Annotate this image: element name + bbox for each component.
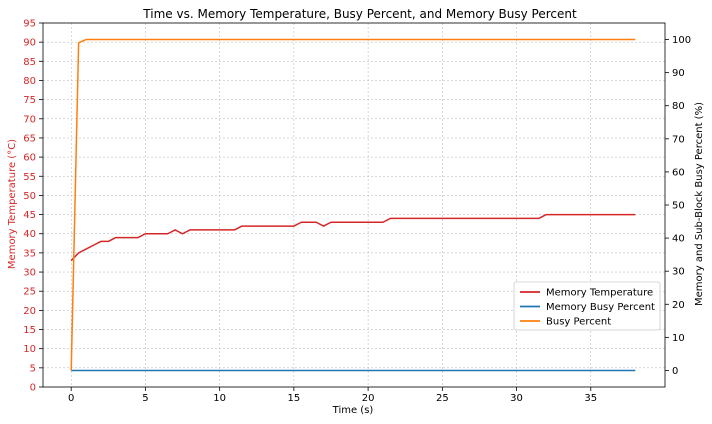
x-tick-label: 25 (436, 393, 449, 404)
legend-label-busy-percent: Busy Percent (546, 317, 611, 328)
y-left-tick-label: 60 (23, 153, 36, 164)
legend: Memory Temperature Memory Busy Percent Bus… (513, 281, 661, 331)
x-tick-label: 5 (142, 393, 148, 404)
series-line-busy-percent (70, 38, 636, 371)
y-left-tick-label: 0 (30, 383, 36, 394)
y-left-tick-label: 85 (23, 57, 36, 68)
y-left-tick-label: 35 (23, 248, 36, 259)
series-line-memory-temperature (70, 213, 636, 262)
y-left-tick-label: 55 (23, 172, 36, 183)
y-right-tick-label: 60 (672, 167, 685, 178)
x-tick-label: 35 (584, 393, 597, 404)
x-tick-label: 30 (510, 393, 523, 404)
x-tick-label: 15 (288, 393, 301, 404)
y-left-tick-label: 65 (23, 133, 36, 144)
x-tick-label: 0 (68, 393, 74, 404)
series-layer (70, 38, 636, 372)
y-right-tick-label: 40 (672, 234, 685, 245)
y-left-tick-label: 80 (23, 76, 36, 87)
y-right-tick-label: 70 (672, 134, 685, 145)
y-left-tick-label: 20 (23, 306, 36, 317)
y-right-tick-label: 20 (672, 300, 685, 311)
y-right-tick-label: 0 (672, 366, 678, 377)
y-right-tick-label: 80 (672, 101, 685, 112)
y-right-tick-label: 100 (672, 35, 691, 46)
chart-title: Time vs. Memory Temperature, Busy Percen… (142, 7, 577, 21)
y-left-tick-label: 45 (23, 210, 36, 221)
grid (43, 22, 665, 388)
x-tick-label: 20 (362, 393, 375, 404)
y-left-tick-label: 5 (30, 363, 36, 374)
y-left-tick-label: 50 (23, 191, 36, 202)
legend-label-memory-busy-percent: Memory Busy Percent (546, 302, 655, 313)
y-left-tick-label: 10 (23, 344, 36, 355)
y-right-tick-label: 90 (672, 68, 685, 79)
x-axis-label: Time (s) (332, 405, 374, 416)
y-left-tick-label: 15 (23, 325, 36, 336)
y-left-axis-label: Memory Temperature (°C) (7, 139, 18, 269)
x-tick-label: 10 (213, 393, 226, 404)
legend-box (513, 281, 661, 331)
y-left-tick-label: 30 (23, 268, 36, 279)
y-right-tick-label: 50 (672, 201, 685, 212)
y-left-tick-label: 95 (23, 19, 36, 30)
y-left-tick-label: 75 (23, 95, 36, 106)
y-right-axis-ticks: 0 10 20 30 40 50 60 70 80 90 100 (665, 35, 691, 377)
y-right-axis-label: Memory and Sub-Block Busy Percent (%) (694, 102, 705, 306)
y-left-tick-label: 90 (23, 38, 36, 49)
y-left-tick-label: 40 (23, 229, 36, 240)
y-left-axis-ticks: 0 5 10 15 20 25 30 35 40 45 50 55 60 65 70 75 80 85 90 95 (23, 19, 43, 394)
y-left-tick-label: 70 (23, 114, 36, 125)
legend-label-memory-temperature: Memory Temperature (546, 288, 653, 299)
y-right-tick-label: 30 (672, 267, 685, 278)
y-right-tick-label: 10 (672, 333, 685, 344)
x-axis-ticks: 0 5 10 15 20 25 30 35 (68, 387, 597, 404)
y-left-tick-label: 25 (23, 287, 36, 298)
